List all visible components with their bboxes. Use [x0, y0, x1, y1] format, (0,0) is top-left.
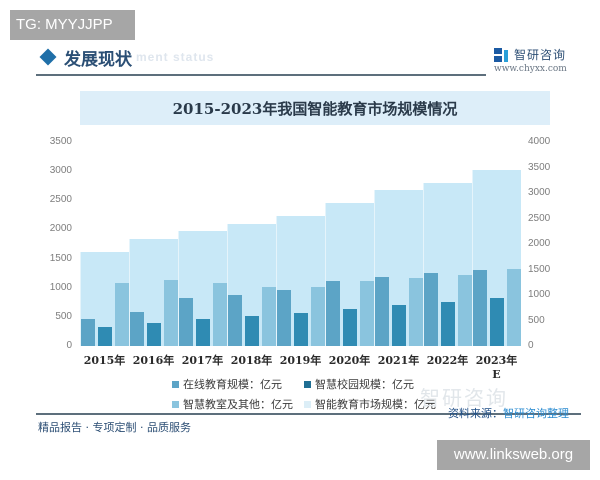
y-tick-left: 1500 — [49, 252, 72, 264]
legend-item-market: 智能教育市场规模：亿元 — [304, 396, 436, 412]
bar-smart-campus — [343, 308, 357, 346]
y-tick-left: 3500 — [49, 136, 72, 147]
x-tick-label: 2016年 — [132, 354, 175, 367]
bar-online-education — [277, 290, 291, 346]
legend-item-online: 在线教育规模：亿元 — [172, 376, 282, 392]
brand: 智研咨询 — [494, 46, 566, 63]
data-source: 资料来源：智研咨询整理 — [448, 407, 569, 420]
footer-divider — [36, 413, 581, 415]
bar-smart-campus — [196, 319, 210, 346]
legend-swatch-campus — [304, 380, 311, 388]
bar-smart-campus — [392, 305, 406, 346]
section-header: 发展现状 ment status — [36, 44, 214, 70]
footer-tagline: 精品报告 · 专项定制 · 品质服务 — [38, 421, 191, 434]
tg-watermark-badge: TG: MYYJJPP — [10, 10, 135, 40]
y-tick-left: 2000 — [49, 223, 72, 235]
x-tick-label: 2018年 — [230, 354, 273, 367]
legend-item-campus: 智慧校园规模：亿元 — [304, 376, 414, 392]
bar-online-education — [130, 312, 144, 346]
bar-online-education — [228, 294, 242, 346]
bar-smart-campus — [490, 298, 504, 346]
section-subtitle: ment status — [136, 50, 215, 64]
y-tick-right: 1000 — [528, 289, 551, 300]
bar-smart-classroom — [115, 283, 129, 346]
y-tick-right: 0 — [528, 340, 534, 351]
y-tick-right: 3500 — [528, 161, 551, 173]
y-tick-right: 4000 — [528, 136, 551, 147]
y-tick-right: 500 — [528, 314, 545, 326]
y-tick-left: 2500 — [49, 194, 72, 206]
y-tick-right: 3000 — [528, 187, 551, 198]
bar-smart-classroom — [458, 274, 472, 346]
bar-smart-classroom — [507, 269, 521, 346]
y-tick-left: 3000 — [49, 165, 72, 177]
legend-swatch-market — [304, 400, 311, 408]
bar-smart-campus — [294, 313, 308, 346]
bar-smart-campus — [98, 326, 112, 346]
y-tick-right: 1500 — [528, 263, 551, 275]
y-tick-left: 1000 — [49, 281, 72, 293]
brand-name: 智研咨询 — [514, 48, 567, 62]
bar-online-education — [326, 280, 340, 346]
x-tick-label: 2015年 — [83, 354, 126, 367]
bar-smart-campus — [441, 301, 455, 346]
chart-title: 2015-2023年我国智能教育市场规模情况 — [172, 100, 458, 118]
y-tick-left: 0 — [66, 340, 72, 351]
legend-swatch-classroom — [172, 400, 179, 408]
x-tick-label: 2020年 — [328, 354, 371, 367]
bar-smart-classroom — [213, 283, 227, 346]
bar-smart-campus — [245, 315, 259, 346]
y-tick-right: 2500 — [528, 212, 551, 224]
bar-online-education — [473, 270, 487, 346]
x-tick-label: 2019年 — [279, 354, 322, 367]
chart-title-bar: 2015-2023年我国智能教育市场规模情况 — [80, 91, 550, 125]
brand-logo-icon — [494, 47, 508, 62]
x-tick-label: 2017年 — [181, 354, 224, 367]
brand-watermark: 智研咨询 — [420, 386, 508, 410]
section-title: 发展现状 — [64, 49, 132, 70]
bar-online-education — [375, 277, 389, 346]
bar-smart-campus — [147, 322, 161, 346]
y-tick-left: 500 — [55, 310, 72, 322]
diamond-bullet-icon — [39, 48, 57, 66]
x-tick-label: 2023年E — [475, 354, 518, 381]
x-axis-labels: 2015年 2016年 2017年 2018年 2019年 2020年 2021年 2022年… — [80, 352, 530, 381]
legend-item-classroom: 智慧教室及其他：亿元 — [172, 396, 293, 412]
bar-smart-classroom — [409, 278, 423, 346]
bar-online-education — [424, 273, 438, 346]
bar-smart-classroom — [311, 287, 325, 346]
header-divider — [36, 74, 486, 76]
bar-online-education — [179, 298, 193, 346]
legend-swatch-online — [172, 380, 179, 388]
bar-smart-classroom — [262, 287, 276, 346]
plot-area — [80, 142, 521, 346]
x-tick-label: 2021年 — [377, 354, 420, 367]
brand-url: www.chyxx.com — [494, 64, 567, 74]
bar-online-education — [81, 318, 95, 346]
x-tick-label: 2022年 — [426, 354, 469, 367]
y-tick-right: 2000 — [528, 238, 551, 249]
bar-smart-classroom — [360, 281, 374, 346]
link-watermark-badge: www.linksweb.org — [437, 440, 590, 470]
bar-smart-classroom — [164, 280, 178, 346]
